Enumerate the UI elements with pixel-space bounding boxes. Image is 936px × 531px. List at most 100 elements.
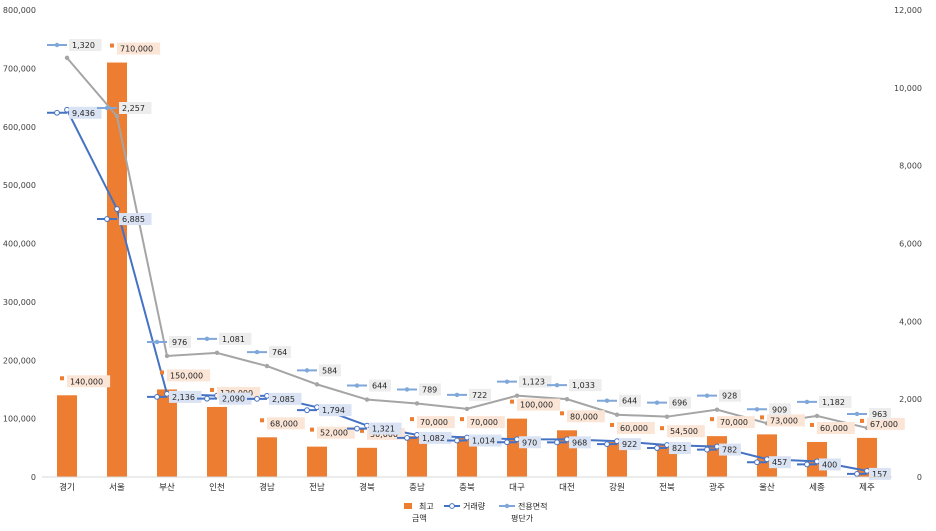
y-right-tick-label: 0 <box>917 473 922 482</box>
bar <box>407 436 427 477</box>
data-label-box <box>317 426 355 439</box>
x-tick-label: 제주 <box>859 483 875 493</box>
area-price-data-label: 1,320 <box>47 39 102 51</box>
data-label-text: 9,436 <box>72 109 95 118</box>
data-label-text: 1,082 <box>422 434 445 443</box>
data-label-box <box>69 106 102 119</box>
y-right-tick-label: 2,000 <box>899 395 922 404</box>
y-left-tick-label: 600,000 <box>3 123 36 132</box>
data-label-text: 644 <box>372 382 387 391</box>
bar-data-label: 70,000 <box>410 416 455 429</box>
data-label-box <box>569 379 602 392</box>
data-label-marker <box>754 459 760 466</box>
x-tick-label: 강원 <box>609 482 625 493</box>
area-price-data-label: 1,123 <box>497 375 552 388</box>
bar-data-label: 67,000 <box>860 417 905 430</box>
bar-data-label: 52,000 <box>310 426 355 439</box>
data-label-text: 2,136 <box>172 393 195 402</box>
bar <box>757 434 777 477</box>
data-label-text: 157 <box>872 470 887 479</box>
volume-point <box>514 436 520 443</box>
volume-data-label: 457 <box>747 456 791 469</box>
area-price-point <box>64 55 70 61</box>
data-label-text: 6,885 <box>122 215 145 224</box>
legend: 최고 금액 거래량 전용면적 평단가 <box>404 501 547 523</box>
bar-data-label: 54,500 <box>660 425 705 438</box>
volume-data-label: 821 <box>647 442 691 455</box>
data-label-marker <box>104 105 110 111</box>
area-price-point <box>264 363 270 369</box>
data-label-box <box>319 404 352 417</box>
data-label-text: 1,321 <box>372 425 395 434</box>
legend-swatch <box>404 503 412 509</box>
data-label-marker <box>54 42 60 48</box>
volume-data-label: 1,082 <box>397 431 452 444</box>
data-label-marker <box>804 461 810 468</box>
volume-point <box>464 434 470 441</box>
data-label-box <box>219 392 252 405</box>
data-label-box <box>319 364 341 377</box>
data-label-text: 2,090 <box>222 395 245 404</box>
volume-point <box>64 106 70 113</box>
data-label-marker <box>304 407 310 414</box>
area-price-point <box>414 401 420 406</box>
bar-data-label: 73,000 <box>760 414 805 427</box>
data-label-marker <box>704 446 710 453</box>
data-label-marker <box>604 441 610 448</box>
bar <box>607 441 627 477</box>
data-label-marker <box>260 418 264 423</box>
data-label-text: 1,182 <box>822 398 845 407</box>
data-label-marker <box>204 395 210 402</box>
x-tick-label: 울산 <box>759 482 775 493</box>
data-label-text: 100,000 <box>520 401 553 410</box>
volume-data-label: 6,885 <box>97 213 152 226</box>
area-price-point <box>614 412 620 417</box>
data-label-text: 70,000 <box>420 418 448 427</box>
data-label-box <box>717 416 755 429</box>
legend-item: 최고 금액 <box>404 501 434 523</box>
volume-data-label: 922 <box>597 438 641 451</box>
data-label-box <box>369 379 391 392</box>
volume-point <box>814 458 820 465</box>
data-label-box <box>617 421 655 434</box>
y-left-tick-label: 800,000 <box>3 6 36 15</box>
data-label-box <box>869 407 891 420</box>
data-label-marker <box>310 427 314 432</box>
area-price-point <box>714 407 720 412</box>
data-label-text: 68,000 <box>270 419 298 428</box>
data-label-box <box>519 375 552 388</box>
data-label-box <box>419 431 452 444</box>
volume-data-label: 1,014 <box>447 434 502 447</box>
volume-point <box>364 422 370 429</box>
area-price-data-label: 764 <box>247 346 291 359</box>
bar-data-label: 70,000 <box>460 416 505 429</box>
data-label-text: 400 <box>822 460 837 469</box>
data-label-box <box>119 102 152 114</box>
data-label-box <box>419 383 441 396</box>
y-left-tick-label: 300,000 <box>3 298 36 307</box>
x-tick-label: 충북 <box>459 483 475 493</box>
data-label-text: 2,257 <box>122 104 145 113</box>
data-label-text: 70,000 <box>470 418 498 427</box>
data-label-box <box>469 434 502 447</box>
data-label-marker <box>104 216 110 222</box>
data-label-box <box>167 369 211 382</box>
data-label-marker <box>854 470 860 477</box>
data-label-text: 52,000 <box>320 429 348 438</box>
data-label-box <box>819 458 841 471</box>
area-price-data-label: 976 <box>147 335 191 348</box>
bar-data-label: 100,000 <box>510 398 561 411</box>
area-price-data-label: 644 <box>347 379 391 392</box>
bar-series-group <box>57 62 877 477</box>
volume-point <box>664 442 670 448</box>
x-tick-label: 경기 <box>59 482 75 493</box>
y-left-tick-label: 400,000 <box>3 240 36 249</box>
bar <box>207 406 227 477</box>
data-label-marker <box>504 439 510 446</box>
data-label-marker <box>554 439 560 446</box>
bar <box>57 395 77 477</box>
data-label-marker <box>110 43 114 48</box>
volume-point <box>314 404 320 411</box>
area-price-point <box>514 393 520 398</box>
data-label-marker <box>610 422 614 427</box>
